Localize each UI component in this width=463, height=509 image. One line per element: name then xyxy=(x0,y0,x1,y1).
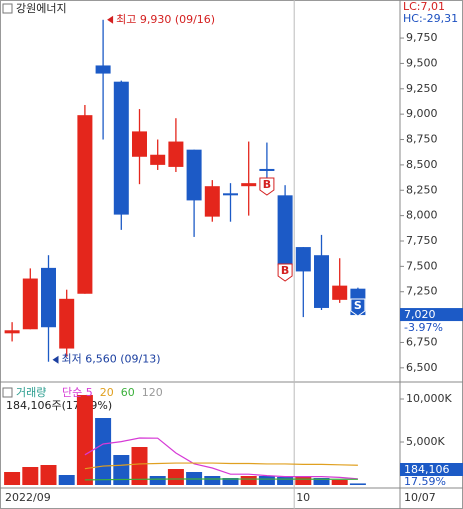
volume-info: 184,106주(17.59%) xyxy=(6,399,112,412)
volume-icon xyxy=(2,387,13,398)
signal-marker xyxy=(277,263,293,282)
moving-average-line xyxy=(84,462,358,470)
legend-entry: 단순 5 xyxy=(62,386,93,399)
candle-body xyxy=(186,149,202,201)
price-change: -3.97% xyxy=(404,321,443,334)
y-tick-label: 5,000K xyxy=(406,435,445,448)
y-tick-label: 7,500 xyxy=(406,259,438,272)
volume-bar xyxy=(95,418,112,485)
y-tick-label: 9,250 xyxy=(406,82,438,95)
volume-bar xyxy=(277,477,294,485)
signal-label: B xyxy=(281,264,289,277)
volume-bar xyxy=(113,455,130,485)
y-tick-label: 10,000K xyxy=(406,392,452,405)
y-tick-label: 6,750 xyxy=(406,335,438,348)
signal-marker xyxy=(350,298,366,317)
volume-legend-title: 거래량 xyxy=(16,386,46,399)
volume-bar xyxy=(204,475,221,485)
y-tick-label: 8,250 xyxy=(406,183,438,196)
candle-body xyxy=(95,65,111,74)
candle-body xyxy=(223,193,238,196)
annotation-arrow xyxy=(107,15,114,24)
volume-bar xyxy=(313,478,330,485)
stock-title: 강원에너지 xyxy=(16,2,67,15)
y-tick-label: 9,000 xyxy=(406,107,438,120)
x-tick-label: 10 xyxy=(296,491,310,504)
signal-label: S xyxy=(354,299,362,312)
candle-body xyxy=(314,255,329,308)
volume-bar xyxy=(349,483,366,485)
candle-body xyxy=(204,186,220,217)
y-tick-label: 8,500 xyxy=(406,158,438,171)
x-tick-label: 2022/09 xyxy=(5,491,51,504)
signal-label: B xyxy=(263,178,271,191)
moving-average-line xyxy=(84,478,358,481)
candle-body xyxy=(113,81,129,215)
candle-body xyxy=(132,131,147,157)
candle-body xyxy=(168,141,184,167)
candle-body xyxy=(77,115,93,294)
signal-marker xyxy=(259,177,275,196)
lc-label: LC:7,01 xyxy=(403,0,445,13)
current-price: 7,020 xyxy=(404,308,436,321)
y-tick-label: 6,500 xyxy=(406,361,438,374)
last-ratio: 17.59% xyxy=(404,475,446,488)
last-volume: 184,106 xyxy=(404,463,450,476)
volume-bar xyxy=(240,475,257,485)
legend-entry: 20 xyxy=(100,386,114,399)
candle-body xyxy=(277,195,293,266)
candle-body xyxy=(41,267,56,328)
last-volume-box xyxy=(400,463,463,476)
title-icon xyxy=(2,3,13,14)
y-tick-label: 8,000 xyxy=(406,209,438,222)
volume-bar xyxy=(258,475,275,485)
last-date: 10/07 xyxy=(404,491,436,504)
y-tick-label: 9,500 xyxy=(406,56,438,69)
annotation: 최고 9,930 (09/16) xyxy=(116,13,215,26)
current-price-box xyxy=(400,308,463,322)
candle-body xyxy=(59,298,75,349)
volume-bar xyxy=(131,447,148,485)
candle-body xyxy=(150,154,166,165)
volume-bar xyxy=(167,469,184,485)
volume-bar xyxy=(76,395,93,485)
hc-label: HC:-29,31 xyxy=(403,12,458,25)
candle-body xyxy=(4,330,20,334)
y-tick-label: 7,750 xyxy=(406,234,438,247)
candle-body xyxy=(259,168,275,171)
volume-bar xyxy=(58,475,75,485)
candle-body xyxy=(241,183,257,187)
volume-bar xyxy=(4,471,21,485)
annotation-arrow xyxy=(52,355,59,364)
y-tick-label: 8,750 xyxy=(406,133,438,146)
volume-bar xyxy=(22,467,39,485)
legend-entry: 60 xyxy=(121,386,135,399)
legend-entry: 120 xyxy=(142,386,163,399)
volume-bar xyxy=(222,478,239,485)
volume-bar xyxy=(295,475,312,485)
volume-bar xyxy=(40,465,57,485)
annotation: 최저 6,560 (09/13) xyxy=(62,353,161,366)
y-tick-label: 7,250 xyxy=(406,285,438,298)
candle-body xyxy=(22,278,38,330)
moving-average-line xyxy=(84,437,358,480)
candle-body xyxy=(295,247,311,272)
volume-bar xyxy=(149,475,166,485)
y-tick-label: 9,750 xyxy=(406,31,438,44)
candle-body xyxy=(332,285,348,300)
volume-bar xyxy=(331,480,348,485)
